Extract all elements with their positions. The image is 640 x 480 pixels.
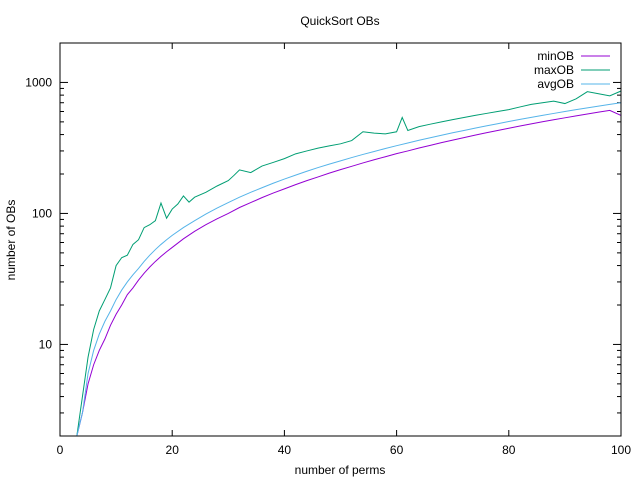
axis-ticks: 0 20 40 60 80 100 10 100 1000 [25,42,631,457]
legend-label-maxOB: maxOB [534,63,574,77]
plot-frame [59,42,622,437]
legend-label-minOB: minOB [537,49,574,63]
legend-label-avgOB: avgOB [537,77,574,91]
y-axis-label: number of OBs [4,200,18,281]
chart-title: QuickSort OBs [300,14,379,28]
y-tick-label: 1000 [25,75,52,89]
y-tick-label: 10 [39,337,53,351]
series-line-minOB [76,109,621,436]
x-tick-label: 60 [390,443,404,457]
x-tick-label: 80 [502,443,516,457]
x-tick-label: 40 [278,443,292,457]
y-tick-label: 100 [32,206,52,220]
x-tick-label: 20 [166,443,180,457]
series-line-maxOB [76,90,621,436]
x-axis-label: number of perms [295,463,386,477]
x-tick-label: 100 [611,443,631,457]
x-tick-label: 0 [57,443,64,457]
plot-area [76,90,621,436]
series-line-avgOB [76,102,621,436]
